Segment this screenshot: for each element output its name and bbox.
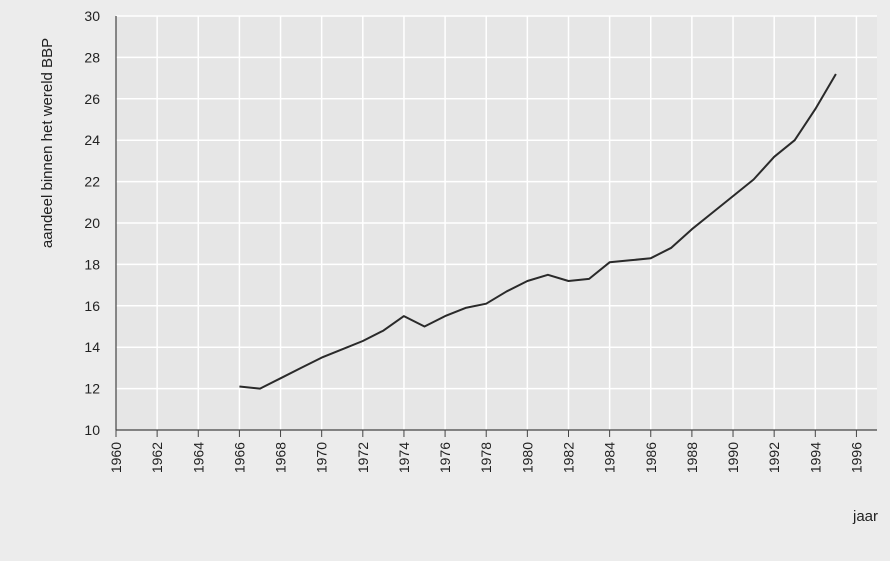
y-axis-title: aandeel binnen het wereld BBP bbox=[39, 38, 56, 248]
x-tick-label: 1970 bbox=[314, 442, 330, 473]
x-tick-label: 1968 bbox=[273, 442, 289, 473]
x-tick-label: 1984 bbox=[602, 442, 618, 473]
x-tick-label: 1992 bbox=[766, 442, 782, 473]
y-tick-label: 18 bbox=[84, 256, 100, 272]
x-tick-label: 1990 bbox=[725, 442, 741, 473]
x-tick-label: 1988 bbox=[684, 442, 700, 473]
x-tick-label: 1976 bbox=[437, 442, 453, 473]
axes bbox=[115, 16, 877, 437]
x-tick-label: 1980 bbox=[519, 442, 535, 473]
x-tick-label: 1964 bbox=[190, 442, 206, 473]
y-tick-label: 12 bbox=[84, 381, 100, 397]
tick-labels: 10 12 14 16 18 20 22 24 26 28 30 1960 1962 1964 1966 19… bbox=[84, 8, 864, 473]
y-tick-label: 30 bbox=[84, 8, 100, 24]
x-tick-label: 1960 bbox=[108, 442, 124, 473]
y-tick-label: 28 bbox=[84, 49, 100, 65]
x-tick-label: 1972 bbox=[355, 442, 371, 473]
grid bbox=[116, 15, 877, 430]
y-tick-label: 24 bbox=[84, 132, 100, 148]
x-tick-label: 1982 bbox=[560, 442, 576, 473]
y-tick-label: 20 bbox=[84, 215, 100, 231]
x-tick-label: 1986 bbox=[643, 442, 659, 473]
series-layer bbox=[239, 73, 837, 390]
y-tick-label: 16 bbox=[84, 298, 100, 314]
series-line bbox=[239, 73, 837, 390]
y-tick-label: 22 bbox=[84, 174, 100, 190]
y-tick-label: 10 bbox=[84, 422, 100, 438]
x-tick-label: 1962 bbox=[149, 442, 165, 473]
x-axis-title: jaar bbox=[852, 508, 878, 525]
x-tick-label: 1974 bbox=[396, 442, 412, 473]
y-tick-label: 26 bbox=[84, 91, 100, 107]
x-tick-label: 1996 bbox=[848, 442, 864, 473]
x-tick-label: 1966 bbox=[231, 442, 247, 473]
x-tick-label: 1978 bbox=[478, 442, 494, 473]
x-tick-label: 1994 bbox=[807, 442, 823, 473]
y-tick-label: 14 bbox=[84, 339, 100, 355]
